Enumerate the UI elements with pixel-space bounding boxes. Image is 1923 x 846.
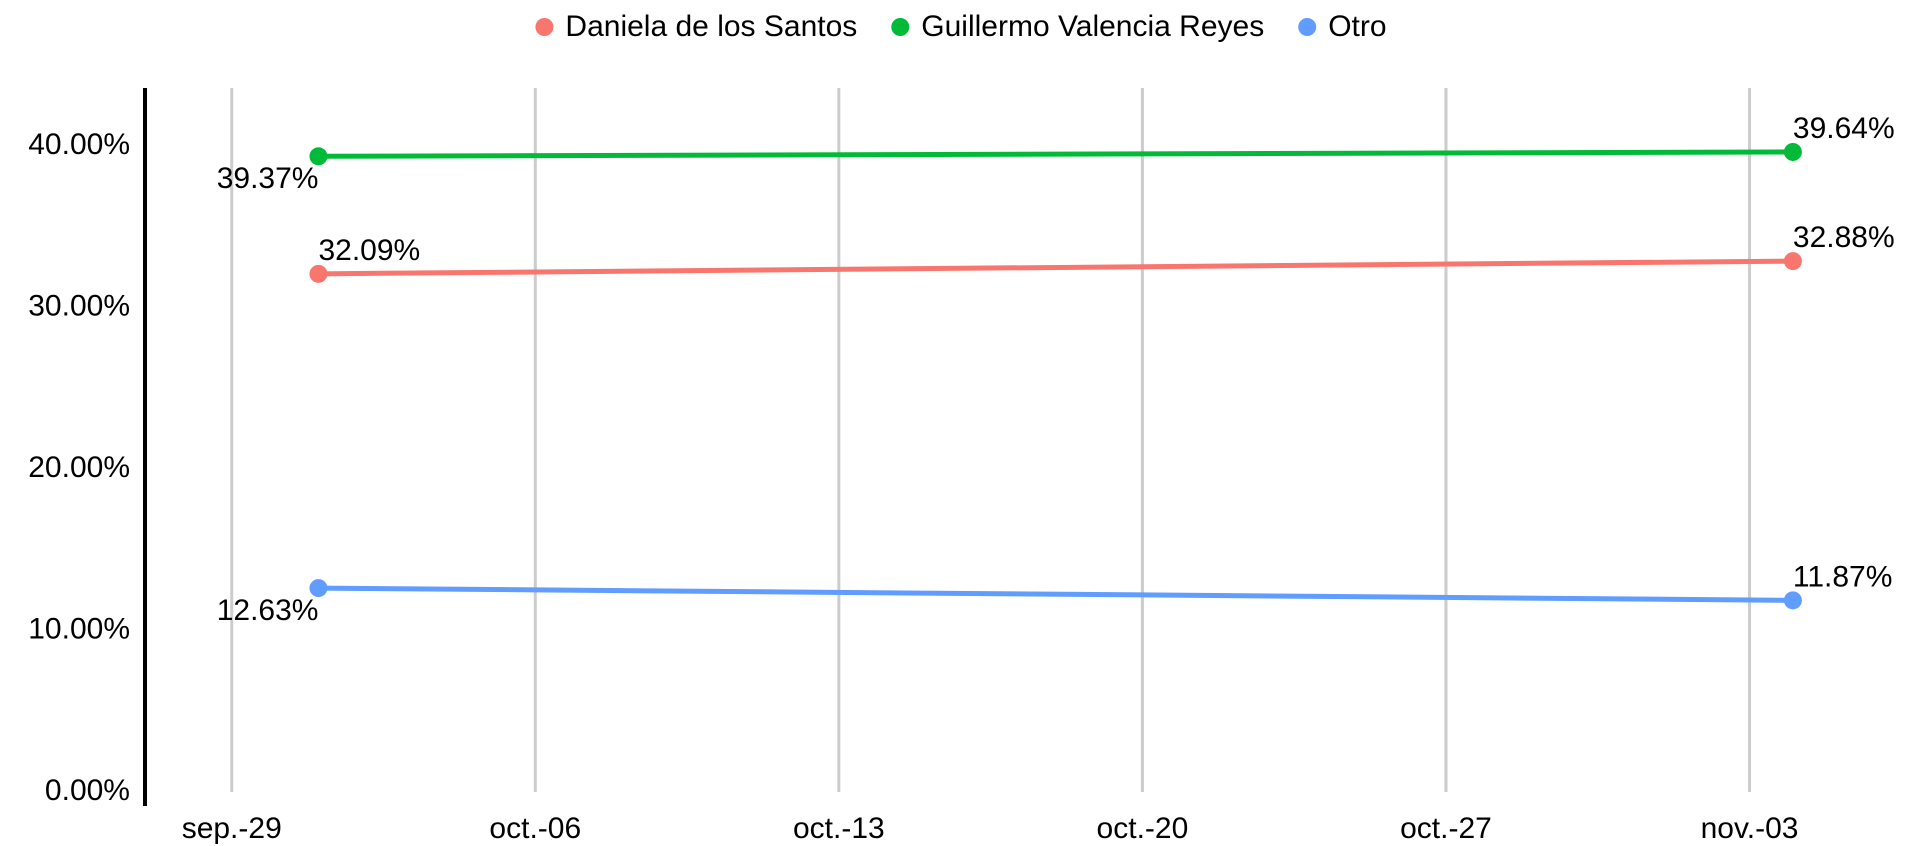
legend-label: Otro bbox=[1328, 10, 1386, 43]
y-tick-label: 20.00% bbox=[28, 451, 130, 484]
x-tick-label: sep.-29 bbox=[182, 812, 282, 845]
x-tick-label: nov.-03 bbox=[1701, 812, 1799, 845]
y-tick-label: 30.00% bbox=[28, 290, 130, 323]
data-point bbox=[1783, 142, 1802, 161]
legend-label: Daniela de los Santos bbox=[565, 10, 857, 43]
y-tick-label: 10.00% bbox=[28, 612, 130, 645]
data-label: 12.63% bbox=[217, 594, 319, 627]
x-tick-label: oct.-20 bbox=[1097, 812, 1189, 845]
legend-marker bbox=[1298, 18, 1317, 36]
y-tick-label: 40.00% bbox=[28, 128, 130, 161]
series-line bbox=[318, 149, 1793, 159]
data-label: 32.88% bbox=[1793, 221, 1895, 254]
data-label: 39.64% bbox=[1793, 112, 1895, 145]
data-point bbox=[1783, 591, 1802, 610]
y-tick-label: 0.00% bbox=[45, 774, 130, 807]
legend-marker bbox=[535, 18, 554, 36]
data-label: 39.37% bbox=[217, 162, 319, 195]
legend-marker bbox=[891, 18, 910, 36]
data-label: 11.87% bbox=[1793, 560, 1893, 593]
series-line bbox=[318, 585, 1793, 603]
data-label: 32.09% bbox=[318, 234, 420, 267]
data-point bbox=[309, 147, 328, 166]
data-point bbox=[309, 579, 328, 598]
x-tick-label: oct.-06 bbox=[489, 812, 581, 845]
legend-label: Guillermo Valencia Reyes bbox=[921, 10, 1264, 43]
data-point bbox=[1783, 252, 1802, 271]
series-line bbox=[318, 258, 1793, 277]
data-point bbox=[309, 264, 328, 283]
x-tick-label: oct.-13 bbox=[793, 812, 885, 845]
x-tick-label: oct.-27 bbox=[1400, 812, 1492, 845]
